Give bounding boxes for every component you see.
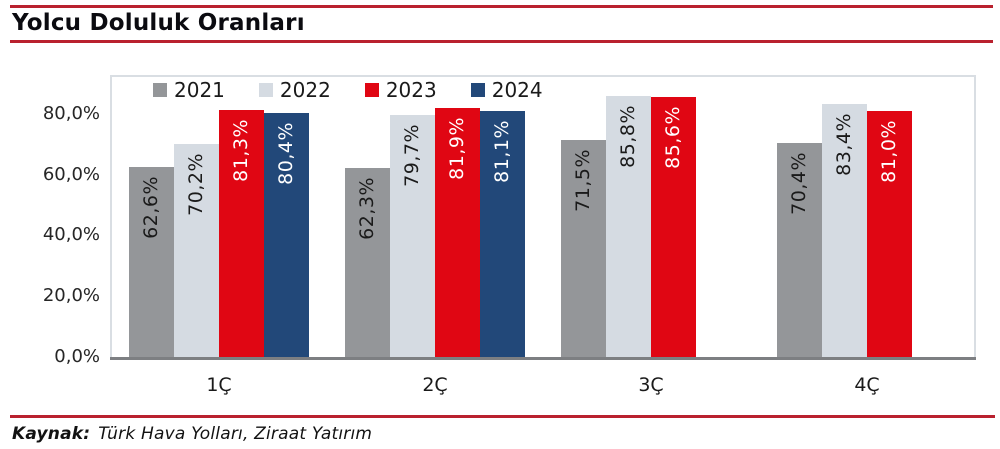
legend-item-2022: 2022 (258, 78, 331, 102)
bar-2021-4Ç: 70,4% (777, 143, 822, 357)
bar-slot: 62,3% (345, 75, 390, 357)
legend-swatch-2022 (258, 83, 273, 97)
x-axis-label-4Ç: 4Ç (854, 374, 880, 396)
x-axis: 1Ç 2Ç 3Ç 4Ç (111, 373, 975, 397)
bar-value-label: 70,2% (184, 152, 207, 216)
bar-2021-3Ç: 71,5% (561, 139, 606, 357)
bar-value-label: 70,4% (787, 152, 810, 215)
legend-item-2024: 2024 (470, 78, 543, 102)
bar-slot: 62,6% (129, 75, 174, 357)
bar-value-label: 85,8% (616, 105, 639, 169)
bar-group-3Ç: 71,5% 85,8% 85,6% (543, 75, 759, 357)
y-axis-tick-label: 40,0% (42, 224, 100, 245)
source-line: Kaynak: Türk Hava Yolları, Ziraat Yatırım (12, 424, 372, 444)
legend-label-2023: 2023 (385, 78, 437, 102)
bar-2022-1Ç: 70,2% (174, 143, 219, 357)
bar-slot: 71,5% (561, 75, 606, 357)
bar-group-2Ç: 62,3% 79,7% 81,9% 81,1% (327, 75, 543, 357)
legend-label-2022: 2022 (279, 78, 331, 102)
y-axis-tick-label: 0,0% (54, 346, 100, 367)
bar-slot: 79,7% (390, 75, 435, 357)
bar-2021-2Ç: 62,3% (345, 167, 390, 357)
bar-value-label: 81,1% (490, 119, 513, 183)
x-axis-label-1Ç: 1Ç (206, 374, 232, 396)
bar-slot: 81,3% (219, 75, 264, 357)
bar-group-1Ç: 62,6% 70,2% 81,3% 80,4% (111, 75, 327, 357)
bar-slot: 80,4% (264, 75, 309, 357)
bar-slot: 81,9% (435, 75, 480, 357)
legend-label-2021: 2021 (174, 78, 225, 102)
bar-slot: 81,1% (480, 75, 525, 357)
bar-2024-2Ç: 81,1% (480, 110, 525, 357)
bar-2023-4Ç: 81,0% (867, 110, 912, 357)
y-axis-tick-label: 20,0% (42, 285, 100, 306)
legend-swatch-2023 (364, 83, 379, 97)
bar-2021-1Ç: 62,6% (129, 166, 174, 357)
legend-item-2021: 2021 (153, 80, 225, 100)
bar-value-label: 71,5% (571, 148, 594, 212)
bar-slot: 70,2% (174, 75, 219, 357)
bar-slot (696, 75, 741, 357)
bar-slot: 85,6% (651, 75, 696, 357)
bar-value-label: 81,9% (445, 117, 468, 180)
bar-value-label: 83,4% (832, 112, 855, 176)
bar-slot: 70,4% (777, 75, 822, 357)
x-axis-label-3Ç: 3Ç (638, 374, 664, 396)
title-top-rule (10, 5, 993, 8)
bar-value-label: 79,7% (400, 123, 423, 187)
bar-2023-1Ç: 81,3% (219, 109, 264, 357)
bar-slot: 81,0% (867, 75, 912, 357)
bar-value-label: 85,6% (661, 105, 684, 169)
bar-slot (912, 75, 957, 357)
plot-border-right (974, 75, 976, 358)
plot-border-left (110, 75, 112, 358)
bar-2024-1Ç: 80,4% (264, 112, 309, 357)
bar-value-label: 81,3% (229, 118, 252, 182)
bar-2022-2Ç: 79,7% (390, 114, 435, 357)
bar-value-label: 62,3% (355, 176, 378, 240)
source-rule (10, 415, 995, 418)
source-text: Türk Hava Yolları, Ziraat Yatırım (98, 424, 373, 444)
y-axis-tick-label: 60,0% (42, 164, 100, 185)
bar-slot: 83,4% (822, 75, 867, 357)
bar-2023-2Ç: 81,9% (435, 108, 480, 357)
bar-2022-3Ç: 85,8% (606, 96, 651, 357)
bar-group-4Ç: 70,4% 83,4% 81,0% (759, 75, 975, 357)
bar-2023-3Ç: 85,6% (651, 96, 696, 357)
bar-value-label: 80,4% (274, 121, 297, 185)
source-label: Kaynak: (12, 424, 91, 444)
x-axis-line (110, 357, 976, 360)
bar-value-label: 62,6% (139, 175, 162, 239)
chart-legend: 2021 2022 2023 2024 (153, 80, 543, 100)
legend-swatch-2024 (470, 83, 485, 97)
legend-label-2024: 2024 (491, 78, 543, 102)
legend-swatch-2021 (153, 83, 167, 97)
page-title: Yolcu Doluluk Oranları (12, 10, 305, 36)
bar-slot: 85,8% (606, 75, 651, 357)
plot-area: 62,6% 70,2% 81,3% 80,4% 62,3% 79,7% 81,9% 81,1%… (111, 75, 975, 357)
x-axis-label-2Ç: 2Ç (422, 374, 448, 396)
legend-item-2023: 2023 (364, 78, 437, 102)
bar-value-label: 81,0% (877, 119, 900, 183)
plot-border-top (110, 75, 976, 77)
title-bottom-rule (10, 40, 993, 43)
bar-2022-4Ç: 83,4% (822, 103, 867, 357)
y-axis-tick-label: 80,0% (42, 103, 100, 124)
